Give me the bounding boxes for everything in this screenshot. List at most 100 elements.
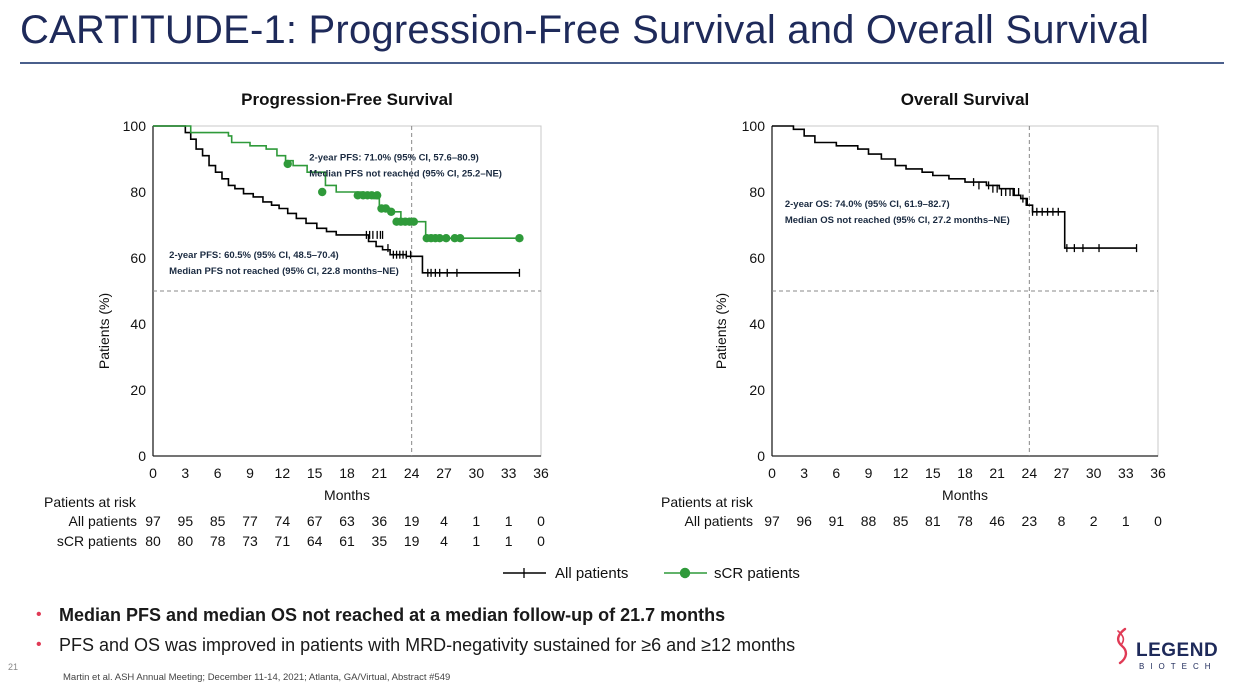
logo-wordmark: LEGEND [1136, 640, 1219, 661]
scr-patients-censor-dot [409, 217, 419, 226]
x-tick-label: 15 [307, 465, 323, 481]
scr-patients-censor-dot [386, 207, 396, 216]
slide-title: CARTITUDE-1: Progression-Free Survival a… [20, 8, 1150, 52]
x-tick-label: 24 [1022, 465, 1038, 481]
x-tick-label: 0 [149, 465, 157, 481]
risk-cell: 36 [372, 513, 388, 529]
y-tick-label: 100 [742, 118, 766, 134]
x-axis-label: Months [324, 487, 370, 503]
annotation-text: 2-year PFS: 60.5% (95% CI, 48.5–70.4) [169, 250, 339, 261]
x-tick-label: 9 [246, 465, 254, 481]
bullet-text: PFS and OS was improved in patients with… [59, 635, 796, 655]
risk-cell: 74 [275, 513, 291, 529]
all-patients-curve [772, 125, 1137, 249]
y-tick-label: 60 [749, 250, 765, 266]
risk-cell: 1 [505, 533, 513, 549]
risk-cell: 78 [957, 513, 973, 529]
bullet-item: • Median PFS and median OS not reached a… [36, 600, 795, 630]
risk-cell: 97 [145, 513, 161, 529]
legend: All patients sCR patients [503, 565, 800, 582]
risk-cell: 46 [989, 513, 1005, 529]
risk-cell: 71 [275, 533, 291, 549]
risk-cell: 19 [404, 513, 420, 529]
scr-patients-censor-dot [318, 187, 327, 197]
risk-cell: 1 [472, 533, 480, 549]
risk-cell: 78 [210, 533, 226, 549]
risk-row-label: All patients [69, 513, 137, 529]
x-tick-label: 12 [275, 465, 291, 481]
risk-cell: 63 [339, 513, 355, 529]
bullet-dot-icon: • [36, 636, 42, 653]
risk-cell: 4 [440, 533, 448, 549]
risk-cell: 95 [178, 513, 194, 529]
x-tick-label: 18 [339, 465, 355, 481]
y-tick-label: 20 [130, 382, 146, 398]
risk-cell: 67 [307, 513, 323, 529]
risk-cell: 2 [1090, 513, 1098, 529]
x-tick-label: 33 [1118, 465, 1134, 481]
scr-patients-censor-dot [515, 234, 524, 243]
annotation-text: 2-year PFS: 71.0% (95% CI, 57.6–80.9) [309, 153, 479, 164]
scr-patients-censor-dot [455, 234, 465, 243]
risk-cell: 85 [210, 513, 226, 529]
scr-patients-curve [153, 125, 520, 239]
x-tick-label: 6 [832, 465, 840, 481]
risk-cell: 73 [242, 533, 258, 549]
risk-cell: 81 [925, 513, 941, 529]
annotation-text: Median PFS not reached (95% CI, 22.8 mon… [169, 266, 399, 277]
scr-patients-censor-dot [435, 234, 444, 243]
footnote: Martin et al. ASH Annual Meeting; Decemb… [63, 672, 451, 683]
slide-number: 21 [8, 662, 19, 672]
legend-all-patients-label: All patients [555, 565, 628, 582]
risk-cell: 1 [1122, 513, 1130, 529]
risk-cell: 85 [893, 513, 909, 529]
bullet-list: • Median PFS and median OS not reached a… [36, 600, 795, 660]
x-tick-label: 0 [768, 465, 776, 481]
risk-cell: 0 [537, 533, 545, 549]
risk-row-label: All patients [685, 513, 753, 529]
x-tick-label: 27 [1054, 465, 1070, 481]
x-tick-label: 3 [800, 465, 808, 481]
scr-patients-censor-dot [283, 159, 292, 169]
logo-subtitle: BIOTECH [1139, 662, 1217, 671]
risk-table-header: Patients at risk [661, 494, 754, 510]
chart-title: Progression-Free Survival [241, 90, 453, 109]
risk-cell: 0 [537, 513, 545, 529]
helix-icon [1117, 627, 1128, 665]
x-tick-label: 9 [865, 465, 873, 481]
risk-cell: 61 [339, 533, 355, 549]
x-tick-label: 30 [469, 465, 485, 481]
legend-scr-patients-dot [679, 567, 691, 579]
x-tick-label: 30 [1086, 465, 1102, 481]
y-tick-label: 40 [749, 316, 765, 332]
y-axis-label: Patients (%) [96, 293, 112, 369]
risk-cell: 0 [1154, 513, 1162, 529]
legend-biotech-logo: LEGEND BIOTECH [1112, 625, 1222, 673]
y-tick-label: 20 [749, 382, 765, 398]
x-tick-label: 15 [925, 465, 941, 481]
annotation-text: 2-year OS: 74.0% (95% CI, 61.9–82.7) [785, 199, 950, 210]
risk-row-label: sCR patients [57, 533, 137, 549]
risk-cell: 1 [505, 513, 513, 529]
x-tick-label: 6 [214, 465, 222, 481]
y-axis-label: Patients (%) [713, 293, 729, 369]
x-axis-label: Months [942, 487, 988, 503]
x-tick-label: 18 [957, 465, 973, 481]
bullet-dot-icon: • [36, 606, 42, 623]
risk-cell: 35 [372, 533, 388, 549]
risk-table-header: Patients at risk [44, 494, 137, 510]
risk-cell: 77 [242, 513, 258, 529]
y-tick-label: 100 [123, 118, 147, 134]
bullet-item: • PFS and OS was improved in patients wi… [36, 630, 795, 660]
legend-scr-patients-label: sCR patients [714, 565, 800, 582]
y-tick-label: 80 [749, 184, 765, 200]
risk-cell: 97 [764, 513, 780, 529]
y-tick-label: 60 [130, 250, 146, 266]
bullet-text: Median PFS and median OS not reached at … [59, 605, 726, 625]
y-tick-label: 0 [138, 448, 146, 464]
risk-cell: 23 [1022, 513, 1038, 529]
x-tick-label: 3 [181, 465, 189, 481]
